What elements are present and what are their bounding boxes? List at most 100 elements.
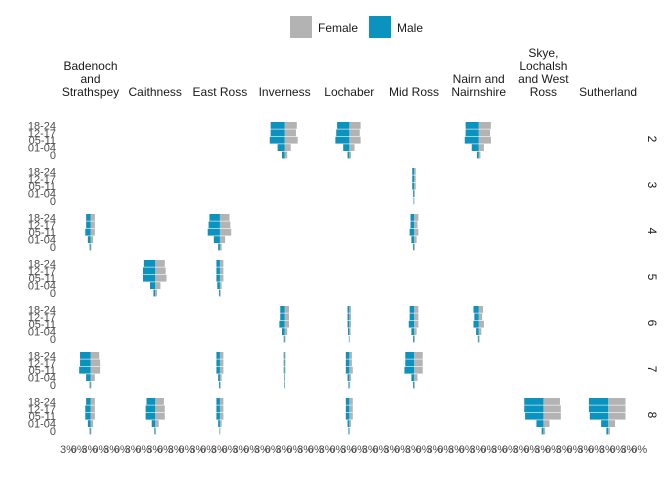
bar-male [87,236,91,243]
bar-male [218,420,220,427]
bar-male [336,129,350,137]
bar-female [90,366,101,374]
x-tick-label: 3% [620,444,636,456]
legend-swatch-male [369,16,391,38]
bar-female [478,328,482,335]
bar-male [474,313,479,321]
x-tick-label: 0% [179,444,195,456]
bar-female [414,221,418,229]
x-tick-label: 0% [135,444,151,456]
y-tick-label: 12-17 [28,266,56,278]
bar-female [349,352,352,359]
bar-female [349,313,352,321]
bar-female [219,398,224,405]
row-strip-label: 4 [645,228,659,235]
column-strip-label: Badenoch and Strathspey [62,59,119,99]
bar-male [409,313,414,321]
bar-male [410,214,414,221]
x-tick-label: 3% [448,444,464,456]
bar-male [345,352,350,359]
bar-female [155,420,159,427]
bar-female [284,328,288,335]
bar-male [347,328,350,335]
x-tick-label: 3% [362,444,378,456]
y-tick-label: 01-04 [28,143,56,155]
bar-female [414,228,419,236]
bar-male [143,274,156,282]
legend-swatch-female [290,16,312,38]
x-tick-label: 0% [308,444,324,456]
bar-female [155,260,165,267]
x-tick-label: 3% [103,444,119,456]
x-tick-label: 0% [157,444,173,456]
bar-male [409,306,414,313]
bar-female [478,151,481,159]
bar-male [413,335,414,343]
bar-female [608,427,610,435]
y-tick-label: 05-11 [29,135,56,147]
bar-male [80,352,91,359]
x-tick-label: 0% [265,444,281,456]
bar-female [414,236,417,243]
x-tick-label: 3% [599,444,615,456]
bar-female [414,335,415,343]
bar-male [411,328,414,335]
bar-male [149,282,156,289]
bar-male [412,182,414,190]
bar-male [413,190,414,197]
x-tick-label: 0% [286,444,302,456]
bar-female [349,381,351,389]
x-tick-label: 3% [513,444,529,456]
bar-female [155,398,164,405]
column-strip-line: Badenoch [63,59,117,73]
bar-male [143,260,156,267]
x-tick-label: 3% [60,444,76,456]
bar-female [414,182,416,190]
y-tick-label: 18-24 [28,120,56,132]
x-tick-label: 0% [437,444,453,456]
column-strip-line: and West [518,72,569,86]
bar-male [86,398,91,405]
bar-male [464,136,479,144]
bar-male [153,289,156,297]
column-strip-line: Ross [530,85,557,99]
y-tick-label: 12-17 [28,128,56,140]
bar-male [217,282,220,289]
bar-male [218,243,220,251]
bar-male [85,412,91,420]
bar-male [524,398,544,405]
bar-female [90,228,95,236]
bar-female [349,306,352,313]
bar-female [219,282,222,289]
bar-male [408,320,414,328]
bar-male [270,129,285,137]
x-tick-label: 0% [114,444,130,456]
bar-female [414,320,419,328]
bar-male [477,335,479,343]
bar-male [347,320,350,328]
column-strip-line: and [80,72,100,86]
legend: Female Male [290,16,423,38]
column-strip-line: Sutherland [579,85,637,99]
bar-male [208,221,220,229]
bar-female [349,359,352,367]
bar-male [216,274,220,282]
bars [79,122,626,435]
bar-male [270,122,285,129]
row-strip-label: 8 [645,412,659,419]
bar-female [219,214,230,221]
bar-female [219,352,224,359]
column-strip-label: Sutherland [579,85,637,99]
bar-male [154,427,156,435]
bar-male [216,366,220,374]
bar-male [216,398,220,405]
bar-male [347,420,350,427]
bar-male [89,243,91,251]
bar-male [345,405,350,413]
bar-male [281,151,285,159]
bar-female [219,236,226,243]
bar-female [90,352,100,359]
bar-female [284,129,296,137]
bar-female [90,221,95,229]
bar-female [543,398,560,405]
